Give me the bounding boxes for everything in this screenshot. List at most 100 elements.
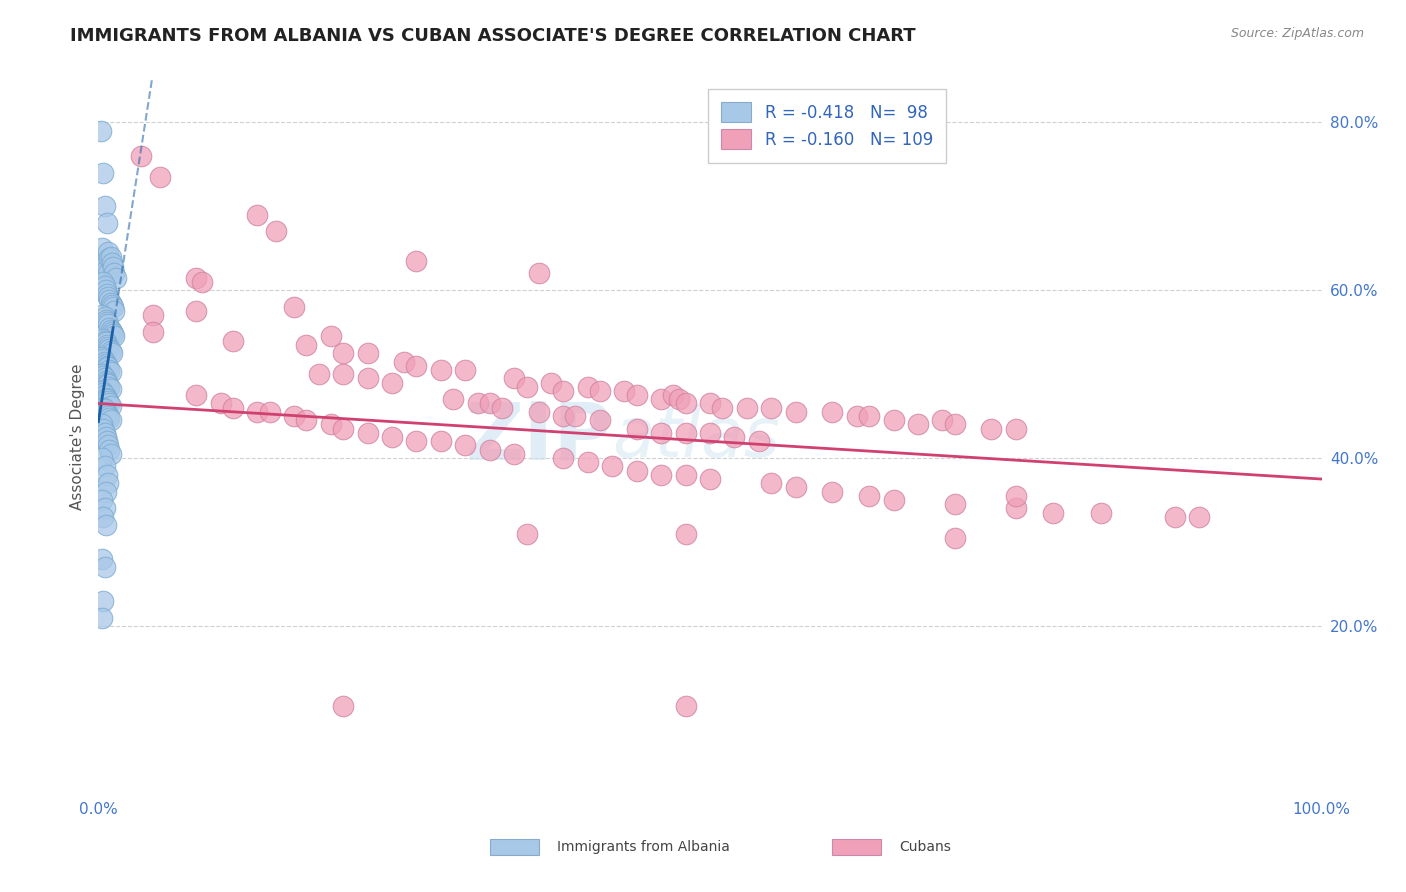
Point xyxy=(246,208,269,222)
Point xyxy=(576,455,599,469)
Point xyxy=(93,354,115,368)
Point xyxy=(97,290,120,304)
Point xyxy=(626,464,648,478)
Point xyxy=(97,360,120,375)
Point xyxy=(103,304,125,318)
Point xyxy=(430,363,453,377)
Point xyxy=(94,484,117,499)
Point xyxy=(356,425,378,440)
Point xyxy=(93,501,115,516)
Point xyxy=(93,560,115,574)
Point xyxy=(264,224,287,238)
Point xyxy=(91,385,114,400)
Point xyxy=(93,310,115,324)
Point xyxy=(97,438,120,452)
Point xyxy=(761,476,783,491)
Point xyxy=(858,489,880,503)
Point xyxy=(883,493,905,508)
Point xyxy=(91,551,114,566)
Point xyxy=(186,270,208,285)
Point xyxy=(332,346,354,360)
Point xyxy=(90,123,112,137)
Point xyxy=(98,293,121,308)
Point xyxy=(100,295,122,310)
Point xyxy=(553,409,575,423)
Point xyxy=(845,409,868,423)
Point xyxy=(1004,422,1026,436)
Point xyxy=(93,199,115,213)
Point xyxy=(100,250,122,264)
Point xyxy=(94,430,117,444)
Point xyxy=(931,413,953,427)
Point xyxy=(405,253,427,268)
Point xyxy=(319,329,342,343)
Point xyxy=(209,396,232,410)
Point xyxy=(308,367,330,381)
Point xyxy=(91,368,114,383)
Point xyxy=(711,401,734,415)
Text: IMMIGRANTS FROM ALBANIA VS CUBAN ASSOCIATE'S DEGREE CORRELATION CHART: IMMIGRANTS FROM ALBANIA VS CUBAN ASSOCIA… xyxy=(70,27,915,45)
Point xyxy=(101,298,124,312)
FancyBboxPatch shape xyxy=(832,838,882,855)
Point xyxy=(785,480,807,494)
Point xyxy=(1004,501,1026,516)
Point xyxy=(142,309,165,323)
Point xyxy=(405,359,427,373)
Point xyxy=(761,401,783,415)
Point xyxy=(650,392,672,407)
Point xyxy=(98,442,121,457)
Point xyxy=(93,279,115,293)
Point xyxy=(96,467,118,482)
Point xyxy=(96,287,118,301)
Point xyxy=(100,366,122,380)
Point xyxy=(96,315,118,329)
Point xyxy=(98,363,121,377)
Point xyxy=(699,396,721,410)
Point xyxy=(93,371,115,385)
Point xyxy=(96,337,118,351)
Point xyxy=(98,252,121,266)
Point xyxy=(94,391,117,405)
Point xyxy=(100,447,122,461)
Point xyxy=(405,434,427,449)
Point xyxy=(1164,509,1187,524)
Point xyxy=(821,484,844,499)
Point xyxy=(93,388,115,402)
Point xyxy=(246,405,269,419)
Point xyxy=(858,409,880,423)
Point xyxy=(191,275,214,289)
Point xyxy=(626,422,648,436)
Point xyxy=(356,346,378,360)
Point xyxy=(91,351,114,365)
Point xyxy=(149,169,172,184)
Point xyxy=(441,392,464,407)
Point xyxy=(93,402,115,417)
Point xyxy=(97,245,120,260)
Point xyxy=(785,405,807,419)
Point xyxy=(1042,506,1064,520)
Point xyxy=(553,451,575,466)
Point xyxy=(467,396,489,410)
Point xyxy=(600,459,623,474)
Point xyxy=(527,266,550,280)
Point xyxy=(503,447,526,461)
Point xyxy=(1188,509,1211,524)
Point xyxy=(91,594,114,608)
Point xyxy=(723,430,745,444)
Point xyxy=(283,409,305,423)
Point xyxy=(96,434,118,449)
Point xyxy=(91,241,114,255)
Point xyxy=(101,325,124,339)
Point xyxy=(821,405,844,419)
Point xyxy=(94,405,117,419)
Point xyxy=(97,394,120,409)
Point xyxy=(222,401,245,415)
Point xyxy=(91,309,114,323)
Point xyxy=(91,509,114,524)
Point xyxy=(748,434,770,449)
Point xyxy=(103,266,125,280)
Point xyxy=(478,396,501,410)
Point xyxy=(100,399,122,413)
Point xyxy=(91,610,114,624)
Point xyxy=(101,346,124,360)
